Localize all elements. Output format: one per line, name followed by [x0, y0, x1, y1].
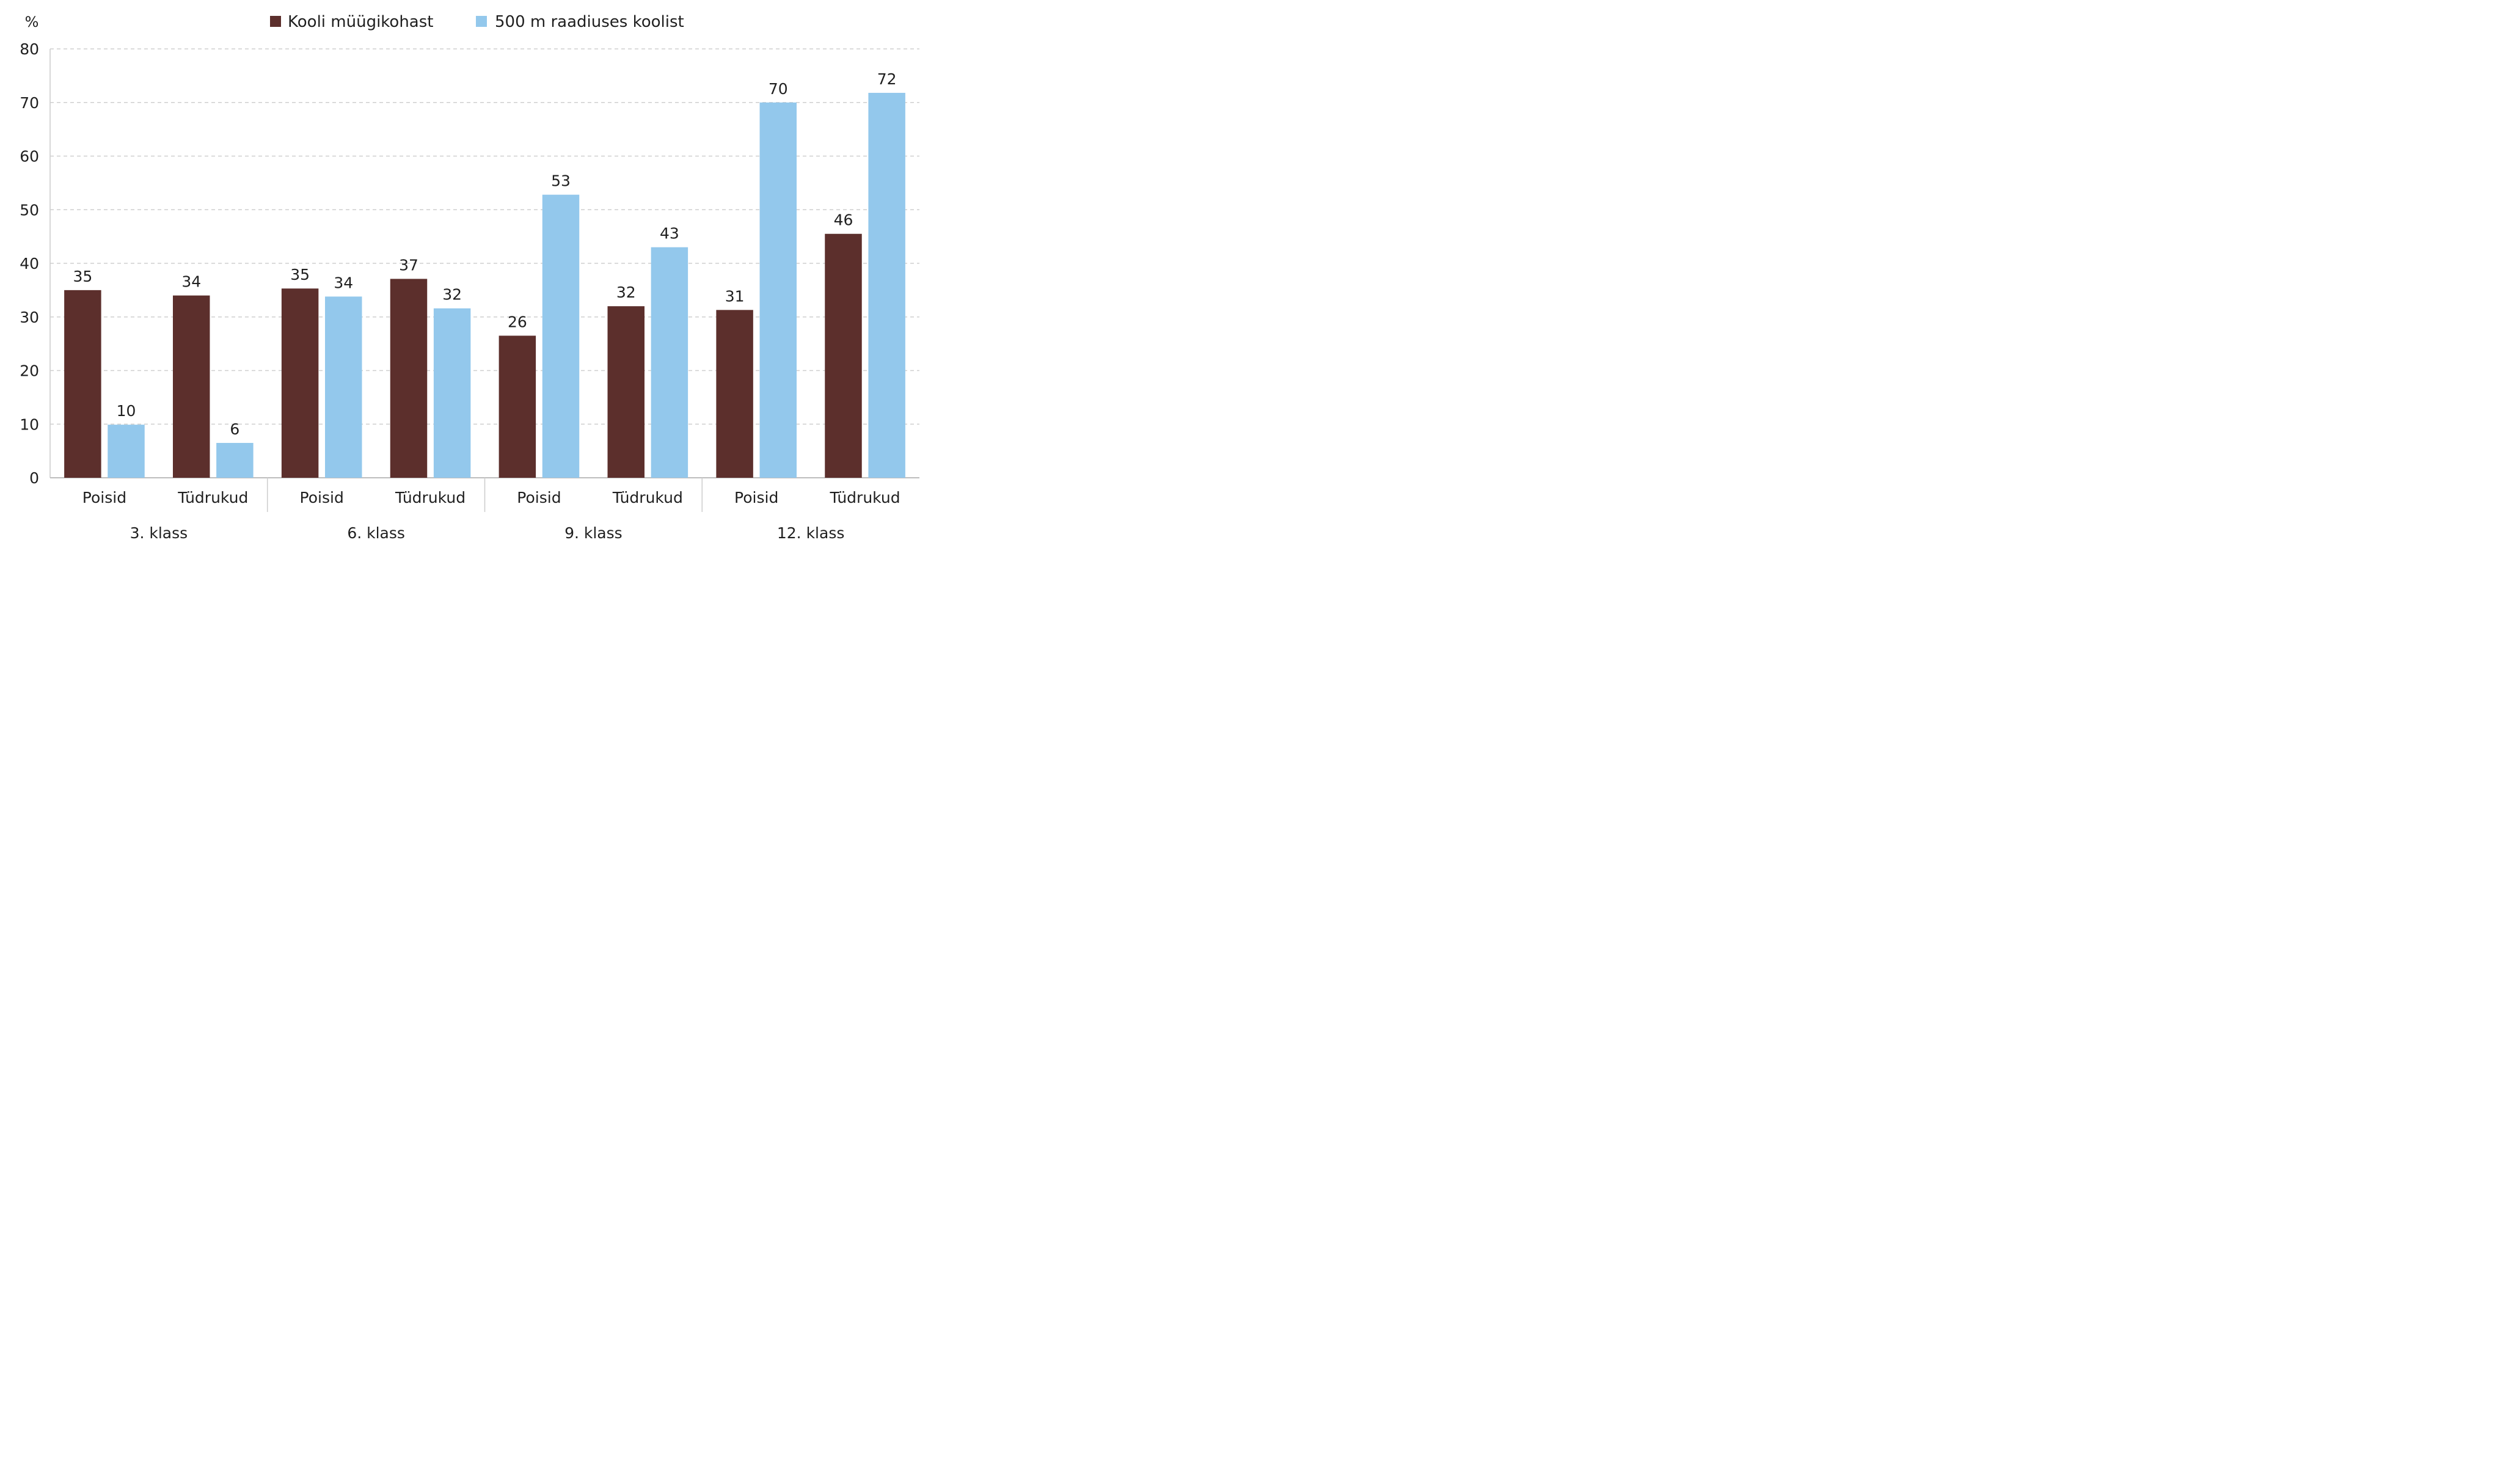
y-tick-label: 60 [20, 148, 39, 166]
axes: 0 10 20 30 40 50 60 70 80 Poisid Tüdrukud 3. klass P… [20, 40, 919, 542]
y-tick-label: 50 [20, 201, 39, 219]
data-label: 26 [508, 313, 527, 331]
data-label: 35 [73, 268, 92, 285]
bar [542, 194, 580, 478]
y-tick-label: 70 [20, 94, 39, 112]
bar [499, 335, 536, 478]
data-label: 34 [181, 273, 201, 291]
bar [216, 442, 254, 478]
bar [64, 290, 101, 478]
x-category-label: Tüdrukud [612, 489, 683, 506]
y-tick-label: 20 [20, 362, 39, 380]
data-labels: 35 10 34 6 35 34 37 32 26 53 32 43 31 70 46 72 [73, 70, 896, 438]
bar [325, 296, 362, 478]
chart-stage: 0 10 20 30 40 50 60 70 80 Poisid Tüdrukud 3. klass P… [0, 0, 943, 555]
data-label: 72 [877, 70, 897, 88]
bar [825, 233, 862, 478]
y-axis-unit: % [25, 13, 39, 31]
y-tick-label: 30 [20, 309, 39, 326]
data-label: 70 [769, 80, 788, 98]
data-label: 35 [290, 266, 310, 283]
bar [716, 310, 753, 478]
data-label: 10 [117, 402, 136, 420]
x-category-label: Poisid [82, 489, 126, 506]
x-group-label: 6. klass [347, 524, 405, 542]
data-label: 31 [725, 287, 745, 305]
bar [607, 306, 645, 478]
y-tick-label: 0 [29, 469, 39, 487]
y-tick-label: 80 [20, 40, 39, 58]
y-tick-label: 10 [20, 415, 39, 433]
data-label: 34 [334, 274, 353, 291]
bars [64, 92, 905, 478]
data-label: 37 [399, 256, 418, 274]
x-group-label: 9. klass [564, 524, 623, 542]
bar [868, 92, 905, 478]
legend-swatch [270, 16, 281, 27]
bar [433, 308, 471, 478]
legend: Kooli müügikohast 500 m raadiuses koolist [270, 13, 684, 31]
bar [281, 288, 319, 478]
data-label: 46 [834, 211, 853, 229]
bar [759, 102, 797, 478]
bar [108, 425, 145, 478]
bar [172, 295, 210, 478]
x-group-label: 12. klass [777, 524, 845, 542]
data-label: 32 [442, 286, 462, 304]
bar [390, 279, 428, 478]
y-tick-label: 40 [20, 255, 39, 272]
grouped-bar-chart: 0 10 20 30 40 50 60 70 80 Poisid Tüdrukud 3. klass P… [20, 13, 919, 542]
x-category-label: Tüdrukud [830, 489, 900, 506]
x-category-label: Tüdrukud [177, 489, 248, 506]
data-label: 32 [616, 283, 636, 301]
x-category-label: Poisid [517, 489, 561, 506]
bar [651, 247, 688, 478]
data-label: 53 [551, 172, 571, 190]
data-label: 6 [230, 420, 239, 438]
x-group-label: 3. klass [130, 524, 188, 542]
legend-swatch [476, 16, 487, 27]
x-category-label: Tüdrukud [395, 489, 466, 506]
x-category-label: Poisid [300, 489, 344, 506]
data-label: 43 [660, 225, 679, 243]
legend-label: 500 m raadiuses koolist [495, 13, 684, 31]
legend-label: Kooli müügikohast [288, 13, 433, 31]
x-category-label: Poisid [734, 489, 778, 506]
